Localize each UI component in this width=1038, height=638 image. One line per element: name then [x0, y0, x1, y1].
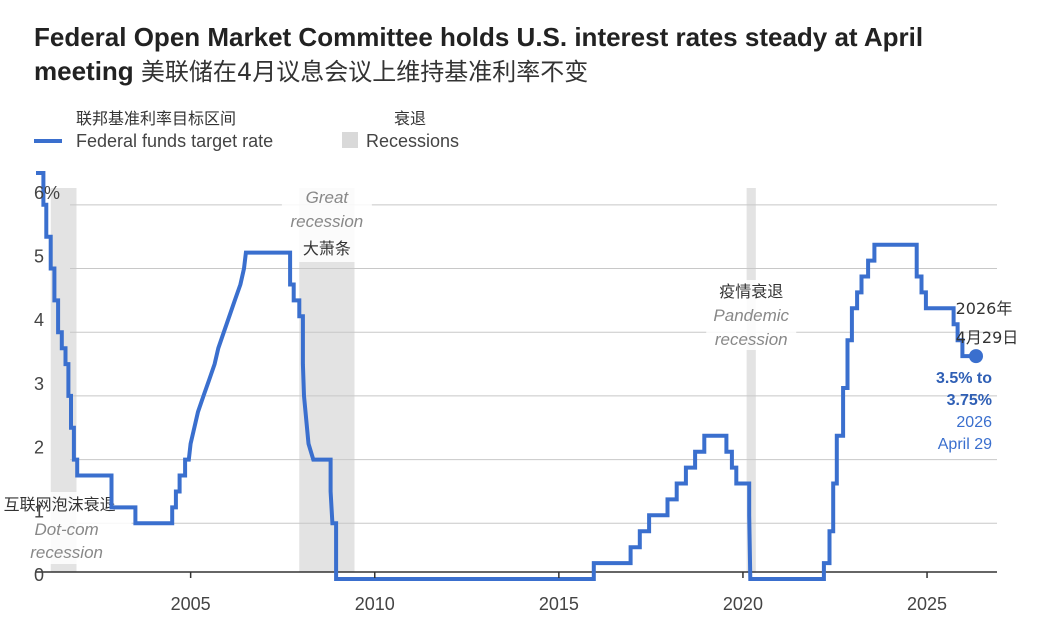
y-tick-label-6: 0 — [34, 565, 44, 585]
great-label-zh: 大萧条 — [303, 239, 351, 258]
y-tick-label-5: 1 — [34, 501, 44, 521]
pandemic-label-en-2: recession — [715, 330, 788, 349]
title-zh: 美联储在4月议息会议上维持基准利率不变 — [140, 58, 589, 86]
dotcom-label-en-2: recession — [30, 543, 103, 562]
y-tick-label-2: 4 — [34, 310, 44, 330]
x-tick-label-1: 2010 — [355, 594, 395, 614]
annotations: 互联网泡沫衰退 Dot-com recession Great recessio… — [0, 186, 797, 564]
x-tick-label-0: 2005 — [171, 594, 211, 614]
x-tick-label-3: 2020 — [723, 594, 763, 614]
legend-line-swatch — [34, 139, 62, 143]
gridlines — [36, 204, 997, 573]
y-tick-label-4: 2 — [34, 438, 44, 458]
x-tick-label-4: 2025 — [907, 594, 947, 614]
endpoint-value-2: 3.75% — [947, 392, 992, 409]
great-recession-annotation: Great recession 大萧条 — [281, 186, 372, 262]
legend: 联邦基准利率目标区间 Federal funds target rate 衰退 … — [34, 108, 634, 158]
great-label-en-1: Great — [306, 188, 350, 207]
y-tick-label-1: 5 — [34, 247, 44, 267]
dotcom-label-en-1: Dot-com — [34, 520, 98, 539]
title-en: Federal Open Market Committee holds U.S.… — [34, 22, 924, 86]
endpoint-date-zh-2: 4月29日 — [956, 328, 1019, 347]
great-label-en-2: recession — [290, 212, 363, 231]
legend-rec-en: Recessions — [366, 131, 460, 151]
y-tick-label-0: 6% — [34, 183, 60, 203]
legend-rec-zh: 衰退 — [394, 109, 427, 128]
legend-item-recessions: 衰退 Recessions — [342, 108, 542, 152]
endpoint-annotation: 2026年 4月29日 3.5% to 3.75% 2026 April 29 — [936, 299, 1018, 453]
axis-ticks: 6% 5 4 3 2 1 0 2005 2010 2015 2020 2025 — [34, 183, 947, 614]
endpoint-value-1: 3.5% to — [936, 370, 992, 387]
legend-rate-en: Federal funds target rate — [76, 131, 274, 151]
chart-title: Federal Open Market Committee holds U.S.… — [34, 20, 1024, 89]
y-tick-label-3: 3 — [34, 374, 44, 394]
legend-rate-zh: 联邦基准利率目标区间 — [76, 109, 237, 128]
recession-band-2 — [746, 188, 756, 572]
legend-recession-swatch — [342, 132, 358, 148]
x-tick-label-2: 2015 — [539, 594, 579, 614]
endpoint-date-en-2: April 29 — [938, 436, 992, 453]
endpoint-dot — [969, 349, 984, 364]
dotcom-label-zh: 互联网泡沫衰退 — [4, 495, 116, 514]
legend-item-rate: 联邦基准利率目标区间 Federal funds target rate — [34, 108, 334, 152]
pandemic-label-en-1: Pandemic — [713, 306, 789, 325]
endpoint-date-en-1: 2026 — [956, 414, 992, 431]
pandemic-label-zh: 疫情衰退 — [719, 282, 783, 301]
rate-series-line — [36, 171, 976, 581]
pandemic-annotation: 疫情衰退 Pandemic recession — [706, 280, 797, 350]
endpoint-date-zh-1: 2026年 — [956, 299, 1013, 318]
